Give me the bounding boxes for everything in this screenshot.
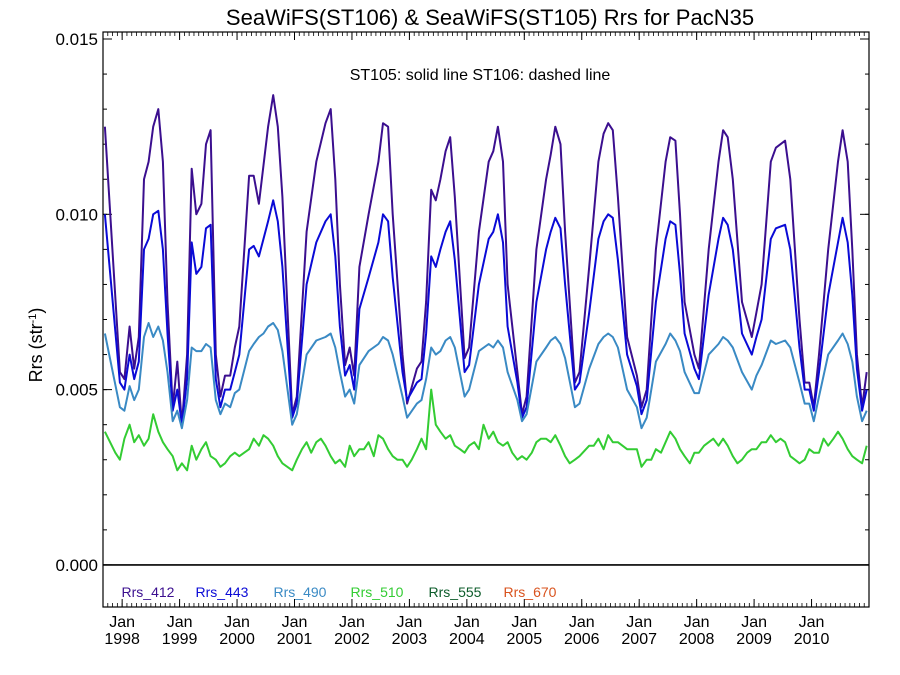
x-tick-label-year: 1998	[104, 631, 140, 648]
x-tick-label-month: Jan	[626, 614, 652, 631]
y-axis-label-sup: -1	[27, 314, 39, 324]
x-tick-label-year: 2007	[621, 631, 657, 648]
x-tick-label-year: 1999	[162, 631, 198, 648]
legend-item-rrs-555: Rrs_555	[429, 584, 482, 600]
x-tick-label-month: Jan	[454, 614, 480, 631]
y-tick-label: 0.005	[55, 381, 98, 400]
series-line-rrs-490	[103, 322, 868, 430]
legend-item-rrs-510: Rrs_510	[351, 584, 404, 600]
series-line-rrs-443	[103, 199, 868, 426]
legend-item-rrs-412: Rrs_412	[122, 584, 175, 600]
svg-text:Rrs (str-1): Rrs (str-1)	[26, 308, 46, 383]
x-tick-label-month: Jan	[569, 614, 595, 631]
x-tick-label-month: Jan	[224, 614, 250, 631]
legend-item-rrs-443: Rrs_443	[196, 584, 249, 600]
plot-area: 0.0000.0050.0100.015Jan1998Jan1999Jan200…	[55, 30, 870, 648]
x-tick-label-month: Jan	[741, 614, 767, 631]
x-tick-label-year: 2006	[564, 631, 600, 648]
x-tick-label-month: Jan	[167, 614, 193, 631]
x-tick-label-month: Jan	[684, 614, 710, 631]
x-tick-label-month: Jan	[282, 614, 308, 631]
legend-item-rrs-490: Rrs_490	[274, 584, 327, 600]
legend-item-rrs-670: Rrs_670	[504, 584, 557, 600]
plot-frame	[102, 31, 870, 608]
y-axis-label-close: )	[26, 308, 46, 314]
x-tick-label-month: Jan	[511, 614, 537, 631]
x-tick-label-month: Jan	[109, 614, 135, 631]
y-axis-label-main: Rrs (str	[26, 323, 46, 382]
series-line-rrs-412	[103, 94, 868, 426]
x-tick-label-year: 2002	[334, 631, 370, 648]
x-tick-label-year: 2001	[277, 631, 313, 648]
y-axis-label: Rrs (str-1)	[26, 308, 46, 383]
x-tick-label-year: 2008	[679, 631, 715, 648]
series-line-rrs-510	[104, 388, 868, 472]
x-tick-label-year: 2004	[449, 631, 485, 648]
x-tick-label-month: Jan	[397, 614, 423, 631]
chart-title: SeaWiFS(ST106) & SeaWiFS(ST105) Rrs for …	[226, 5, 754, 30]
x-tick-label-year: 2003	[392, 631, 428, 648]
x-tick-label-year: 2000	[219, 631, 255, 648]
y-tick-label: 0.015	[55, 30, 98, 49]
x-tick-label-year: 2005	[507, 631, 543, 648]
chart-annotation: ST105: solid line ST106: dashed line	[350, 67, 611, 84]
x-tick-label-year: 2009	[736, 631, 772, 648]
y-tick-label: 0.010	[55, 205, 98, 224]
x-tick-label-month: Jan	[799, 614, 825, 631]
x-tick-label-month: Jan	[339, 614, 365, 631]
x-tick-label-year: 2010	[794, 631, 830, 648]
y-tick-label: 0.000	[55, 556, 98, 575]
